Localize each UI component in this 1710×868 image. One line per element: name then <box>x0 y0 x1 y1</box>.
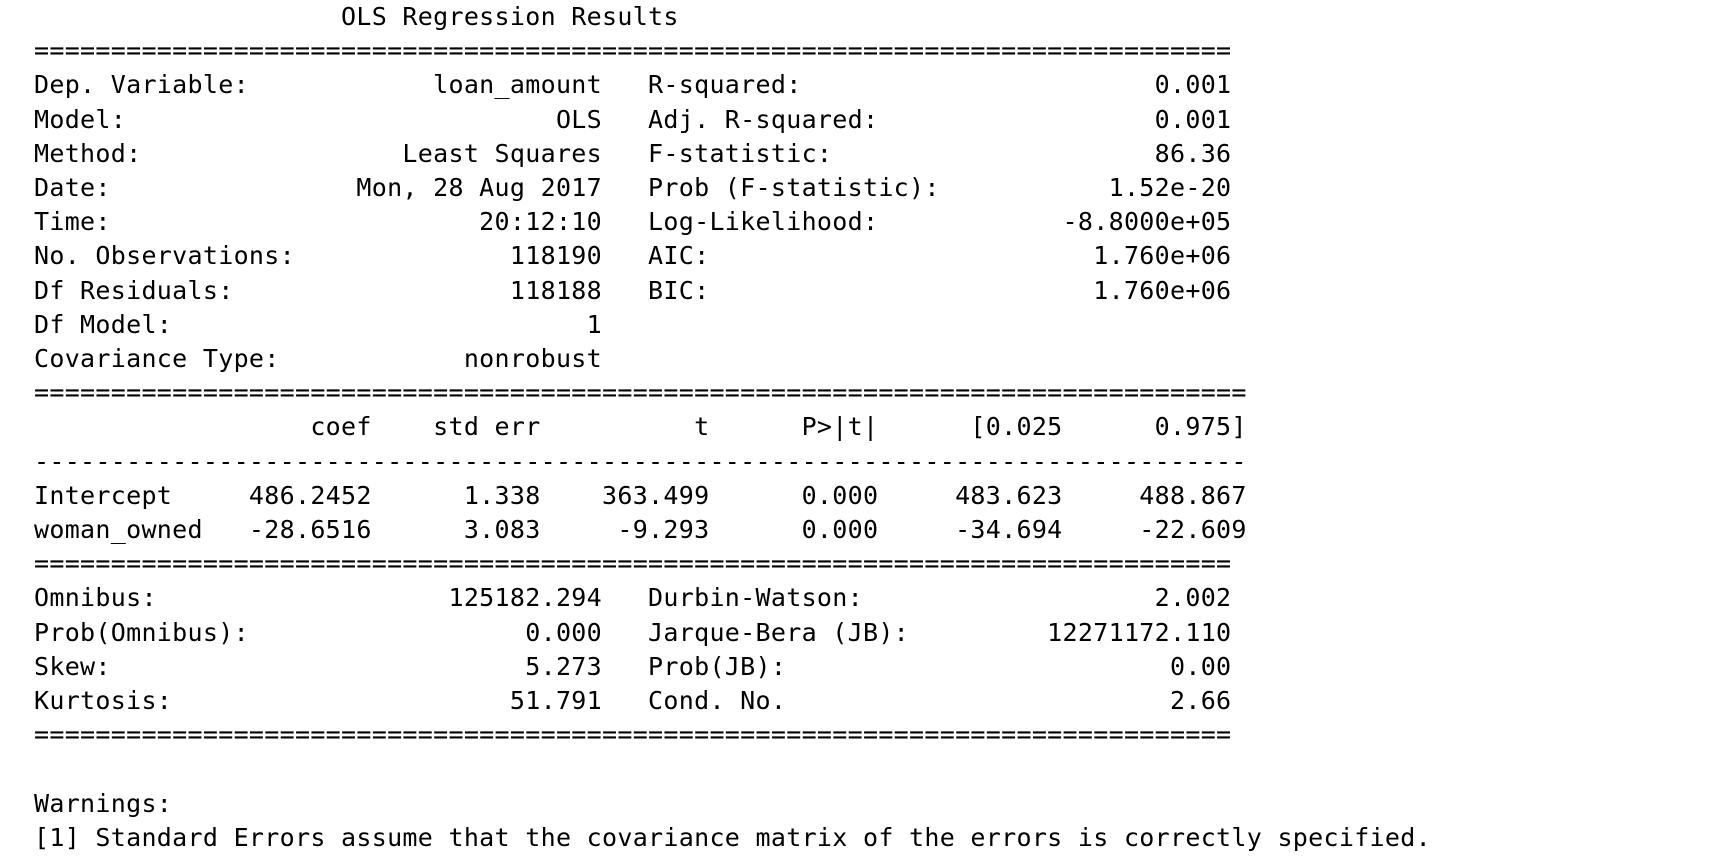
model-info-row-model: Model: OLS Adj. R-squared: 0.001 <box>34 104 1232 134</box>
divider-single: ----------------------------------------… <box>34 446 1247 476</box>
divider-double: ========================================… <box>34 720 1232 750</box>
model-info-row-method: Method: Least Squares F-statistic: 86.36 <box>34 138 1232 168</box>
divider-double: ========================================… <box>34 36 1232 66</box>
model-info-row-dep-variable: Dep. Variable: loan_amount R-squared: 0.… <box>34 70 1232 100</box>
diagnostics-row-kurtosis: Kurtosis: 51.791 Cond. No. 2.66 <box>34 686 1232 716</box>
model-info-row-observations: No. Observations: 118190 AIC: 1.760e+06 <box>34 241 1232 271</box>
model-info-row-df-model: Df Model: 1 <box>34 309 1232 339</box>
diagnostics-row-omnibus: Omnibus: 125182.294 Durbin-Watson: 2.002 <box>34 583 1232 613</box>
model-info-row-covariance-type: Covariance Type: nonrobust <box>34 344 1232 374</box>
summary-title: OLS Regression Results <box>34 2 1109 31</box>
diagnostics-row-prob-omnibus: Prob(Omnibus): 0.000 Jarque-Bera (JB): 1… <box>34 617 1232 647</box>
warnings-heading: Warnings: <box>34 788 173 818</box>
divider-double: ========================================… <box>34 549 1232 579</box>
ols-regression-summary: OLS Regression Results =================… <box>34 0 1431 855</box>
warning-item-1: [1] Standard Errors assume that the cova… <box>34 822 1431 852</box>
divider-double: ========================================… <box>34 378 1247 408</box>
model-info-row-df-residuals: Df Residuals: 118188 BIC: 1.760e+06 <box>34 275 1232 305</box>
coef-row-woman-owned: woman_owned -28.6516 3.083 -9.293 0.000 … <box>34 515 1247 545</box>
coef-table-header: coef std err t P>|t| [0.025 0.975] <box>34 412 1247 442</box>
coef-row-intercept: Intercept 486.2452 1.338 363.499 0.000 4… <box>34 480 1247 510</box>
model-info-row-date: Date: Mon, 28 Aug 2017 Prob (F-statistic… <box>34 173 1232 203</box>
model-info-row-time: Time: 20:12:10 Log-Likelihood: -8.8000e+… <box>34 207 1232 237</box>
diagnostics-row-skew: Skew: 5.273 Prob(JB): 0.00 <box>34 651 1232 681</box>
